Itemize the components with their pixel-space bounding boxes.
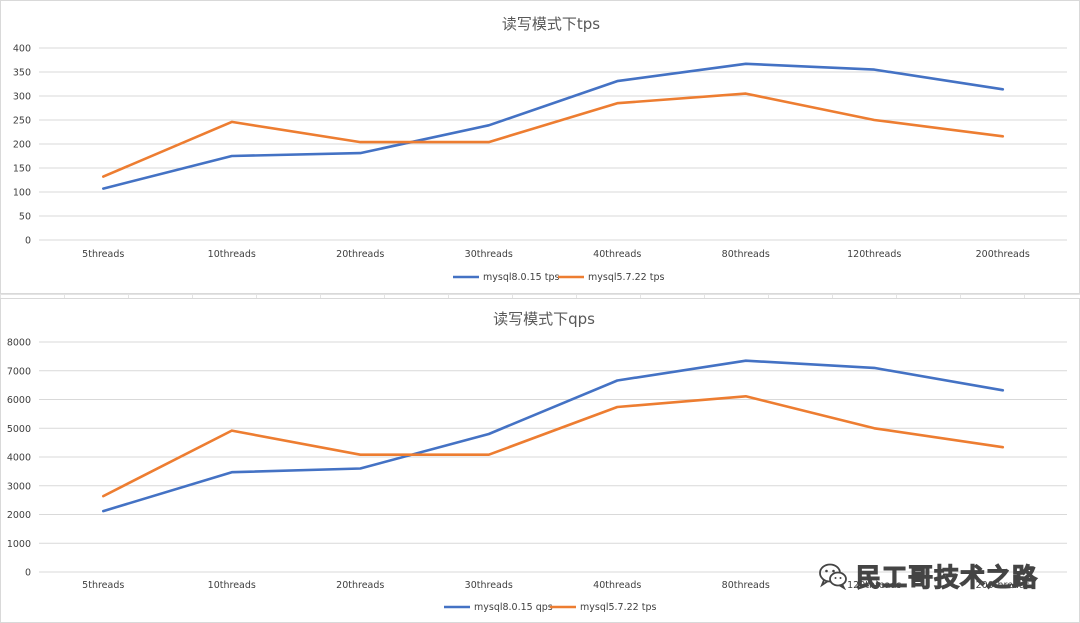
y-tick-label: 350 [13,68,31,79]
chart-title: 读写模式下tps [502,15,600,33]
data-point[interactable] [615,379,619,383]
chart-tps[interactable]: 读写模式下tps 0 50 100 150 200 250 300 350 400 5threads… [0,0,1080,294]
watermark-text: 民工哥技术之路 [855,562,1039,592]
x-tick-label: 10threads [208,249,256,260]
data-point[interactable] [487,453,491,457]
y-tick-label: 150 [13,164,31,175]
x-tick-label: 120threads [847,249,901,260]
legend-label: mysql8.0.15 qps [474,602,553,613]
data-point[interactable] [487,123,491,127]
data-point[interactable] [1001,87,1005,91]
data-point[interactable] [230,120,234,124]
series-line-1[interactable] [102,359,1005,513]
data-point[interactable] [1001,388,1005,392]
y-tick-label: 50 [19,212,31,223]
data-point[interactable] [744,62,748,66]
x-tick-label: 120threads [847,580,901,591]
legend-label: mysql5.7.22 tps [588,272,664,283]
x-tick-label: 30threads [465,580,513,591]
series-line-2[interactable] [102,92,1005,178]
data-point[interactable] [230,470,234,474]
y-tick-label: 100 [13,188,31,199]
y-tick-label: 3000 [7,481,31,492]
x-tick-label: 80threads [722,249,770,260]
data-point[interactable] [615,405,619,409]
y-tick-label: 6000 [7,395,31,406]
x-tick-label: 40threads [593,249,641,260]
y-tick-label: 7000 [7,366,31,377]
x-tick-label: 200threads [976,249,1030,260]
legend-label: mysql8.0.15 tps [483,272,559,283]
x-tick-label: 40threads [593,580,641,591]
x-tick-label: 200threads [976,580,1030,591]
data-point[interactable] [101,494,105,498]
data-point[interactable] [744,92,748,96]
data-point[interactable] [1001,445,1005,449]
data-point[interactable] [101,175,105,179]
data-point[interactable] [872,366,876,370]
wechat-icon [819,563,847,590]
data-point[interactable] [358,151,362,155]
y-tick-label: 2000 [7,510,31,521]
y-tick-label: 250 [13,116,31,127]
data-point[interactable] [872,118,876,122]
data-point[interactable] [101,187,105,191]
data-point[interactable] [230,429,234,433]
x-tick-label: 20threads [336,580,384,591]
chart-qps-svg: 读写模式下qps 0 1000 2000 3000 4000 5000 6000 7000 800… [7,310,1067,613]
watermark: 民工哥技术之路 [818,556,1038,596]
y-tick-label: 0 [25,568,31,579]
x-tick-label: 80threads [722,580,770,591]
data-point[interactable] [101,509,105,513]
x-tick-label: 20threads [336,249,384,260]
data-point[interactable] [487,140,491,144]
x-tick-label: 10threads [208,580,256,591]
chart-title: 读写模式下qps [493,310,595,328]
data-point[interactable] [744,359,748,363]
data-point[interactable] [487,432,491,436]
y-tick-label: 8000 [7,338,31,349]
data-point[interactable] [358,453,362,457]
data-point[interactable] [872,68,876,72]
y-tick-label: 200 [13,140,31,151]
data-point[interactable] [358,467,362,471]
data-point[interactable] [230,154,234,158]
data-point[interactable] [615,79,619,83]
series-line-2[interactable] [102,395,1005,498]
y-tick-label: 1000 [7,539,31,550]
data-point[interactable] [872,426,876,430]
y-tick-label: 0 [25,236,31,247]
data-point[interactable] [615,101,619,105]
x-tick-label: 5threads [82,249,124,260]
data-point[interactable] [1001,134,1005,138]
y-tick-label: 5000 [7,424,31,435]
series-line-1[interactable] [102,62,1005,190]
chart-tps-svg: 读写模式下tps 0 50 100 150 200 250 300 350 400 5threads… [13,15,1067,283]
y-tick-label: 4000 [7,453,31,464]
x-tick-label: 5threads [82,580,124,591]
data-point[interactable] [358,140,362,144]
data-point[interactable] [744,394,748,398]
legend-label: mysql5.7.22 tps [580,602,656,613]
y-tick-label: 300 [13,92,31,103]
y-tick-label: 400 [13,44,31,55]
x-tick-label: 30threads [465,249,513,260]
chart-qps[interactable]: 读写模式下qps 0 1000 2000 3000 4000 5000 6000 7000 800… [0,298,1080,623]
